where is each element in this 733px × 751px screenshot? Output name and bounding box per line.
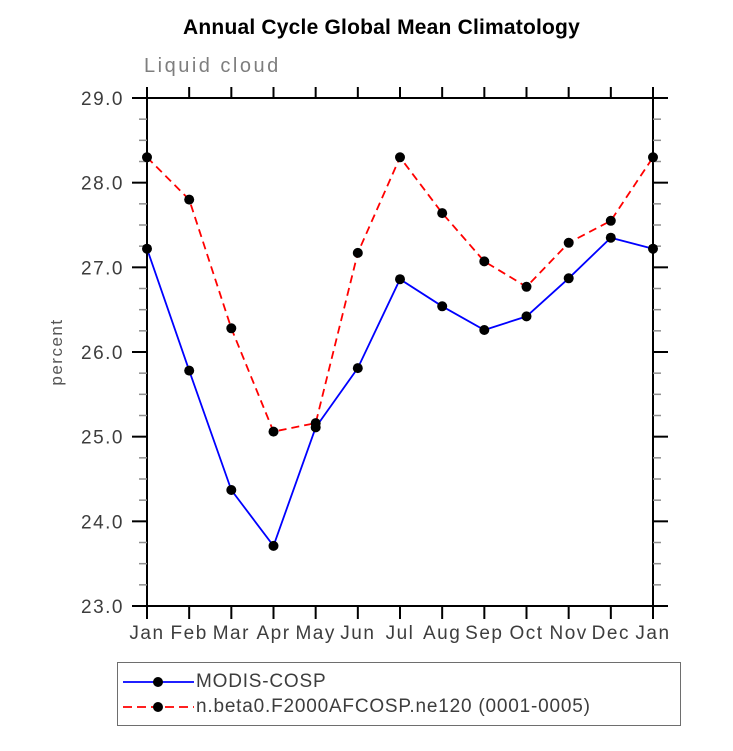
data-point [395, 274, 405, 285]
legend-label-modis: MODIS-COSP [196, 670, 327, 692]
data-point [479, 256, 490, 267]
data-point [605, 232, 616, 243]
data-point [479, 325, 490, 335]
y-tick-label: 26.0 [81, 343, 124, 364]
data-point [352, 363, 363, 374]
data-point [563, 237, 574, 248]
chart-title: Annual Cycle Global Mean Climatology [183, 16, 580, 39]
y-tick-label: 27.0 [81, 258, 124, 279]
data-point [352, 247, 363, 258]
x-tick-label: Jul [386, 623, 415, 644]
x-tick-label: May [295, 623, 335, 644]
data-point [310, 418, 321, 429]
x-tick-label: Dec [592, 623, 630, 644]
legend-sample-solid-line [123, 676, 194, 687]
series-line-1 [146, 155, 654, 433]
data-point [437, 208, 448, 219]
legend: MODIS-COSP n.beta0.F2000AFCOSP.ne120 (00… [117, 662, 681, 726]
data-point [521, 311, 532, 322]
x-tick-label: Apr [256, 623, 290, 644]
x-tick-label: Mar [213, 623, 250, 644]
data-point [142, 243, 152, 254]
data-point [226, 323, 237, 334]
y-tick-label: 28.0 [81, 174, 124, 195]
x-tick-label: Oct [509, 623, 543, 644]
data-point [395, 152, 405, 163]
data-point [437, 301, 448, 312]
legend-marker-icon [153, 676, 163, 687]
x-tick-label: Jun [340, 623, 375, 644]
data-point [648, 152, 658, 163]
y-tick-label: 23.0 [81, 597, 124, 618]
legend-marker-icon [153, 701, 163, 712]
y-tick-label: 29.0 [81, 89, 124, 110]
legend-label-model: n.beta0.F2000AFCOSP.ne120 (0001-0005) [196, 695, 591, 717]
data-point [521, 281, 532, 292]
data-point [184, 194, 195, 205]
legend-row-model: n.beta0.F2000AFCOSP.ne120 (0001-0005) [121, 694, 680, 719]
x-tick-label: Jan [635, 623, 670, 644]
x-tick-label: Nov [550, 623, 588, 644]
data-point [268, 426, 279, 437]
chart-subtitle: Liquid cloud [144, 55, 281, 77]
plot-frame [146, 97, 654, 607]
data-point [226, 485, 237, 495]
legend-sample-dashed-line [123, 701, 194, 712]
x-tick-label: Jan [129, 623, 164, 644]
legend-row-modis: MODIS-COSP [121, 669, 680, 694]
data-point [184, 365, 195, 376]
x-tick-label: Sep [465, 623, 503, 644]
data-point [563, 273, 574, 284]
x-tick-label: Feb [171, 623, 208, 644]
data-point [605, 215, 616, 226]
data-point [648, 243, 658, 254]
data-point [142, 152, 152, 163]
y-tick-label: 24.0 [81, 512, 124, 533]
y-tick-label: 25.0 [81, 428, 124, 449]
x-tick-label: Aug [423, 623, 461, 644]
data-point [268, 540, 279, 551]
